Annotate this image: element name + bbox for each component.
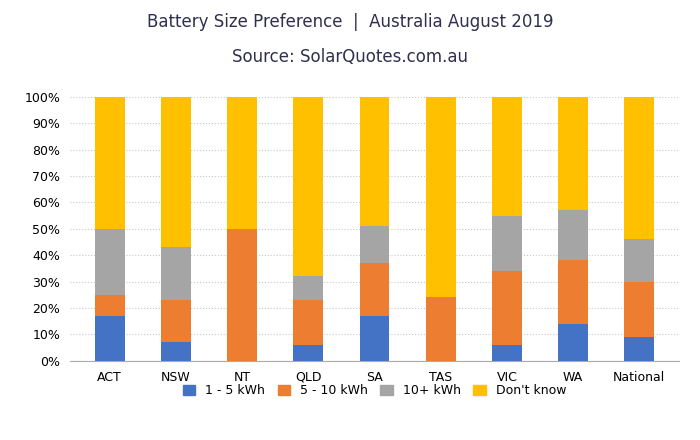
Bar bbox=[293, 345, 323, 361]
Text: Source: SolarQuotes.com.au: Source: SolarQuotes.com.au bbox=[232, 48, 468, 66]
Bar bbox=[360, 226, 389, 263]
Bar bbox=[426, 297, 456, 361]
Bar bbox=[293, 276, 323, 300]
Bar bbox=[94, 229, 125, 295]
Bar bbox=[161, 300, 191, 342]
Bar bbox=[293, 97, 323, 276]
Bar bbox=[228, 229, 257, 361]
Bar bbox=[558, 260, 588, 324]
Bar bbox=[558, 210, 588, 260]
Bar bbox=[94, 316, 125, 361]
Bar bbox=[293, 300, 323, 345]
Bar bbox=[360, 316, 389, 361]
Bar bbox=[492, 271, 522, 345]
Legend: 1 - 5 kWh, 5 - 10 kWh, 10+ kWh, Don't know: 1 - 5 kWh, 5 - 10 kWh, 10+ kWh, Don't kn… bbox=[178, 379, 571, 402]
Bar bbox=[360, 263, 389, 316]
Bar bbox=[161, 342, 191, 361]
Bar bbox=[492, 216, 522, 271]
Bar bbox=[624, 97, 654, 239]
Bar bbox=[558, 324, 588, 361]
Bar bbox=[558, 97, 588, 210]
Bar bbox=[492, 345, 522, 361]
Bar bbox=[228, 97, 257, 229]
Bar bbox=[624, 337, 654, 361]
Bar bbox=[624, 239, 654, 282]
Bar bbox=[161, 247, 191, 300]
Bar bbox=[492, 97, 522, 216]
Bar bbox=[161, 97, 191, 247]
Bar bbox=[360, 97, 389, 226]
Bar bbox=[94, 295, 125, 316]
Text: Battery Size Preference  |  Australia August 2019: Battery Size Preference | Australia Augu… bbox=[147, 13, 553, 31]
Bar bbox=[94, 97, 125, 229]
Bar bbox=[624, 282, 654, 337]
Bar bbox=[426, 97, 456, 297]
